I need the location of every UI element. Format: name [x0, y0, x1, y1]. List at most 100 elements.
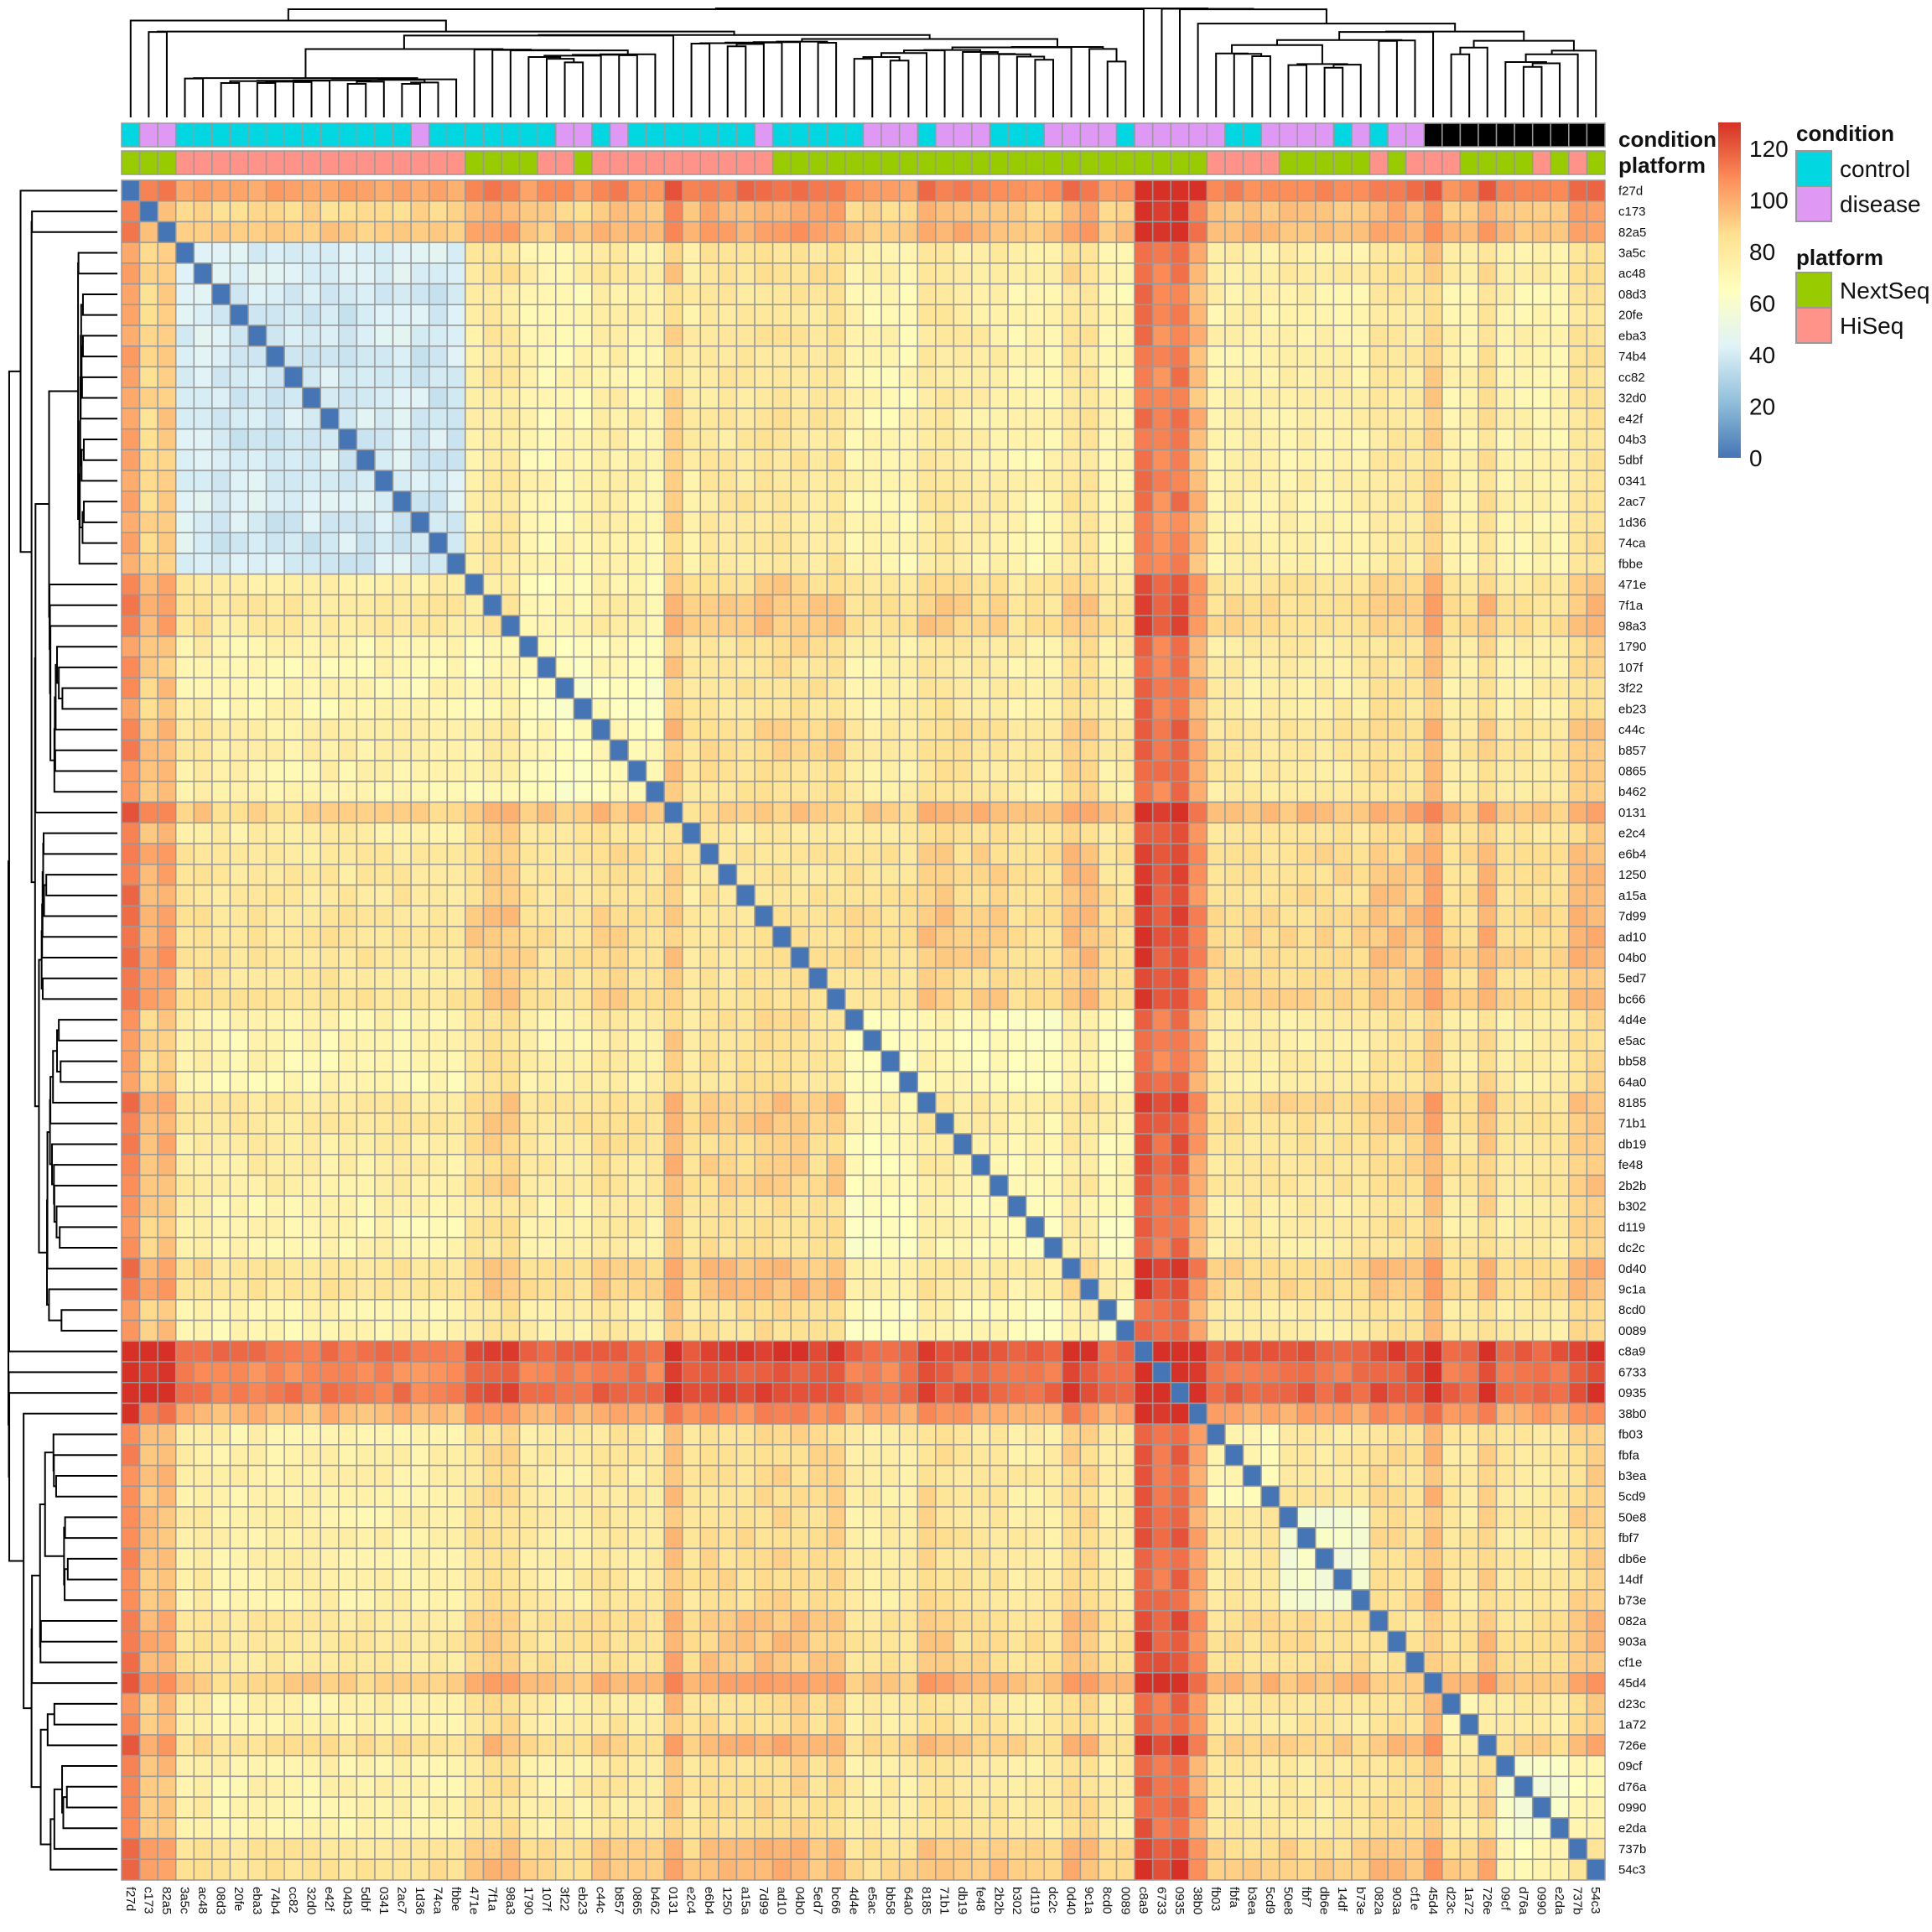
heatmap-cell: [1260, 1216, 1280, 1239]
heatmap-cell: [247, 988, 267, 1010]
heatmap-cell: [446, 884, 466, 906]
heatmap-cell: [501, 366, 521, 388]
heatmap-cell: [1351, 325, 1371, 347]
heatmap-cell: [157, 573, 177, 596]
heatmap-cell: [1441, 636, 1462, 658]
heatmap-cell: [1459, 739, 1479, 761]
heatmap-cell: [790, 1071, 810, 1093]
heatmap-cell: [374, 905, 394, 927]
condition-annotation-cell: [591, 122, 611, 148]
heatmap-cell: [1550, 615, 1570, 637]
platform-annotation-cell: [446, 150, 466, 175]
heatmap-cell: [1586, 1216, 1606, 1239]
heatmap-cell: [428, 387, 449, 409]
dendrogram-branch: [55, 663, 117, 731]
heatmap-cell: [790, 283, 810, 306]
heatmap-cell: [1098, 221, 1118, 243]
heatmap-cell: [718, 1029, 738, 1052]
dendrogram-branch: [1450, 53, 1471, 117]
heatmap-cell: [1260, 262, 1280, 285]
heatmap-cell: [537, 449, 557, 471]
heatmap-cell: [1296, 905, 1317, 927]
heatmap-cell: [428, 760, 449, 782]
heatmap-cell: [1351, 304, 1371, 326]
heatmap-cell: [1478, 1091, 1498, 1114]
heatmap-cell: [971, 345, 991, 368]
heatmap-cell: [826, 1174, 846, 1197]
heatmap-cell: [898, 698, 918, 720]
heatmap-cell: [1260, 532, 1280, 554]
heatmap-cell: [518, 1216, 538, 1239]
heatmap-cell: [1170, 262, 1190, 285]
heatmap-cell: [138, 1133, 158, 1156]
heatmap-cell: [1115, 946, 1135, 969]
heatmap-cell: [1368, 615, 1389, 637]
heatmap-cell: [1459, 967, 1479, 989]
heatmap-cell: [211, 718, 231, 741]
heatmap-cell: [338, 946, 358, 969]
heatmap-cell: [609, 1009, 629, 1031]
condition-annotation-cell: [1206, 122, 1226, 148]
heatmap-cell: [1459, 1029, 1479, 1052]
heatmap-cell: [1079, 1278, 1099, 1301]
heatmap-cell: [790, 470, 810, 492]
heatmap-cell: [663, 615, 683, 637]
heatmap-cell: [1423, 1009, 1443, 1031]
heatmap-cell: [1550, 449, 1570, 471]
heatmap-cell: [157, 1050, 177, 1072]
heatmap-cell: [1332, 511, 1353, 533]
heatmap-cell: [1224, 553, 1244, 575]
heatmap-cell: [1568, 698, 1588, 720]
heatmap-cell: [247, 1071, 267, 1093]
heatmap-cell: [771, 905, 792, 927]
heatmap-cell: [1586, 449, 1606, 471]
heatmap-cell: [338, 1216, 358, 1239]
heatmap-cell: [989, 449, 1009, 471]
heatmap-cell: [1387, 1216, 1407, 1239]
heatmap-cell: [1043, 532, 1063, 554]
heatmap-cell: [1478, 366, 1498, 388]
heatmap-cell: [1387, 1278, 1407, 1301]
heatmap-cell: [1459, 1299, 1479, 1322]
heatmap-cell: [1514, 1278, 1534, 1301]
heatmap-cell: [1043, 366, 1063, 388]
heatmap-cell: [1531, 760, 1552, 782]
heatmap-cell: [971, 1071, 991, 1093]
heatmap-cell: [229, 822, 249, 844]
heatmap-cell: [174, 1216, 195, 1239]
heatmap-cell: [1296, 926, 1317, 948]
heatmap-cell: [862, 304, 882, 326]
heatmap-cell: [1368, 491, 1389, 513]
heatmap-cell: [1351, 1195, 1371, 1218]
heatmap-cell: [1495, 801, 1515, 824]
heatmap-cell: [609, 946, 629, 969]
heatmap-cell: [1007, 366, 1027, 388]
heatmap-cell: [537, 863, 557, 886]
heatmap-cell: [537, 1216, 557, 1239]
condition-annotation-cell: [1387, 122, 1407, 148]
heatmap-cell: [1586, 532, 1606, 554]
heatmap-cell: [971, 200, 991, 223]
heatmap-cell: [1459, 822, 1479, 844]
heatmap-cell: [501, 656, 521, 679]
heatmap-cell: [699, 532, 719, 554]
heatmap-cell: [1025, 615, 1045, 637]
heatmap-cell: [609, 822, 629, 844]
heatmap-cell: [1134, 946, 1154, 969]
heatmap-cell: [193, 677, 213, 699]
dendrogram-branch: [8, 1371, 117, 1478]
heatmap-cell: [591, 1236, 611, 1259]
dendrogram-branch: [979, 53, 1016, 117]
heatmap-cell: [591, 428, 611, 451]
heatmap-cell: [446, 345, 466, 368]
heatmap-cell: [1296, 200, 1317, 223]
heatmap-cell: [1514, 345, 1534, 368]
heatmap-cell: [898, 1174, 918, 1197]
heatmap-cell: [1586, 1091, 1606, 1114]
heatmap-cell: [392, 801, 412, 824]
heatmap-cell: [1278, 1216, 1299, 1239]
heatmap-cell: [319, 200, 340, 223]
heatmap-cell: [663, 1195, 683, 1218]
heatmap-cell: [174, 511, 195, 533]
heatmap-cell: [1315, 532, 1335, 554]
